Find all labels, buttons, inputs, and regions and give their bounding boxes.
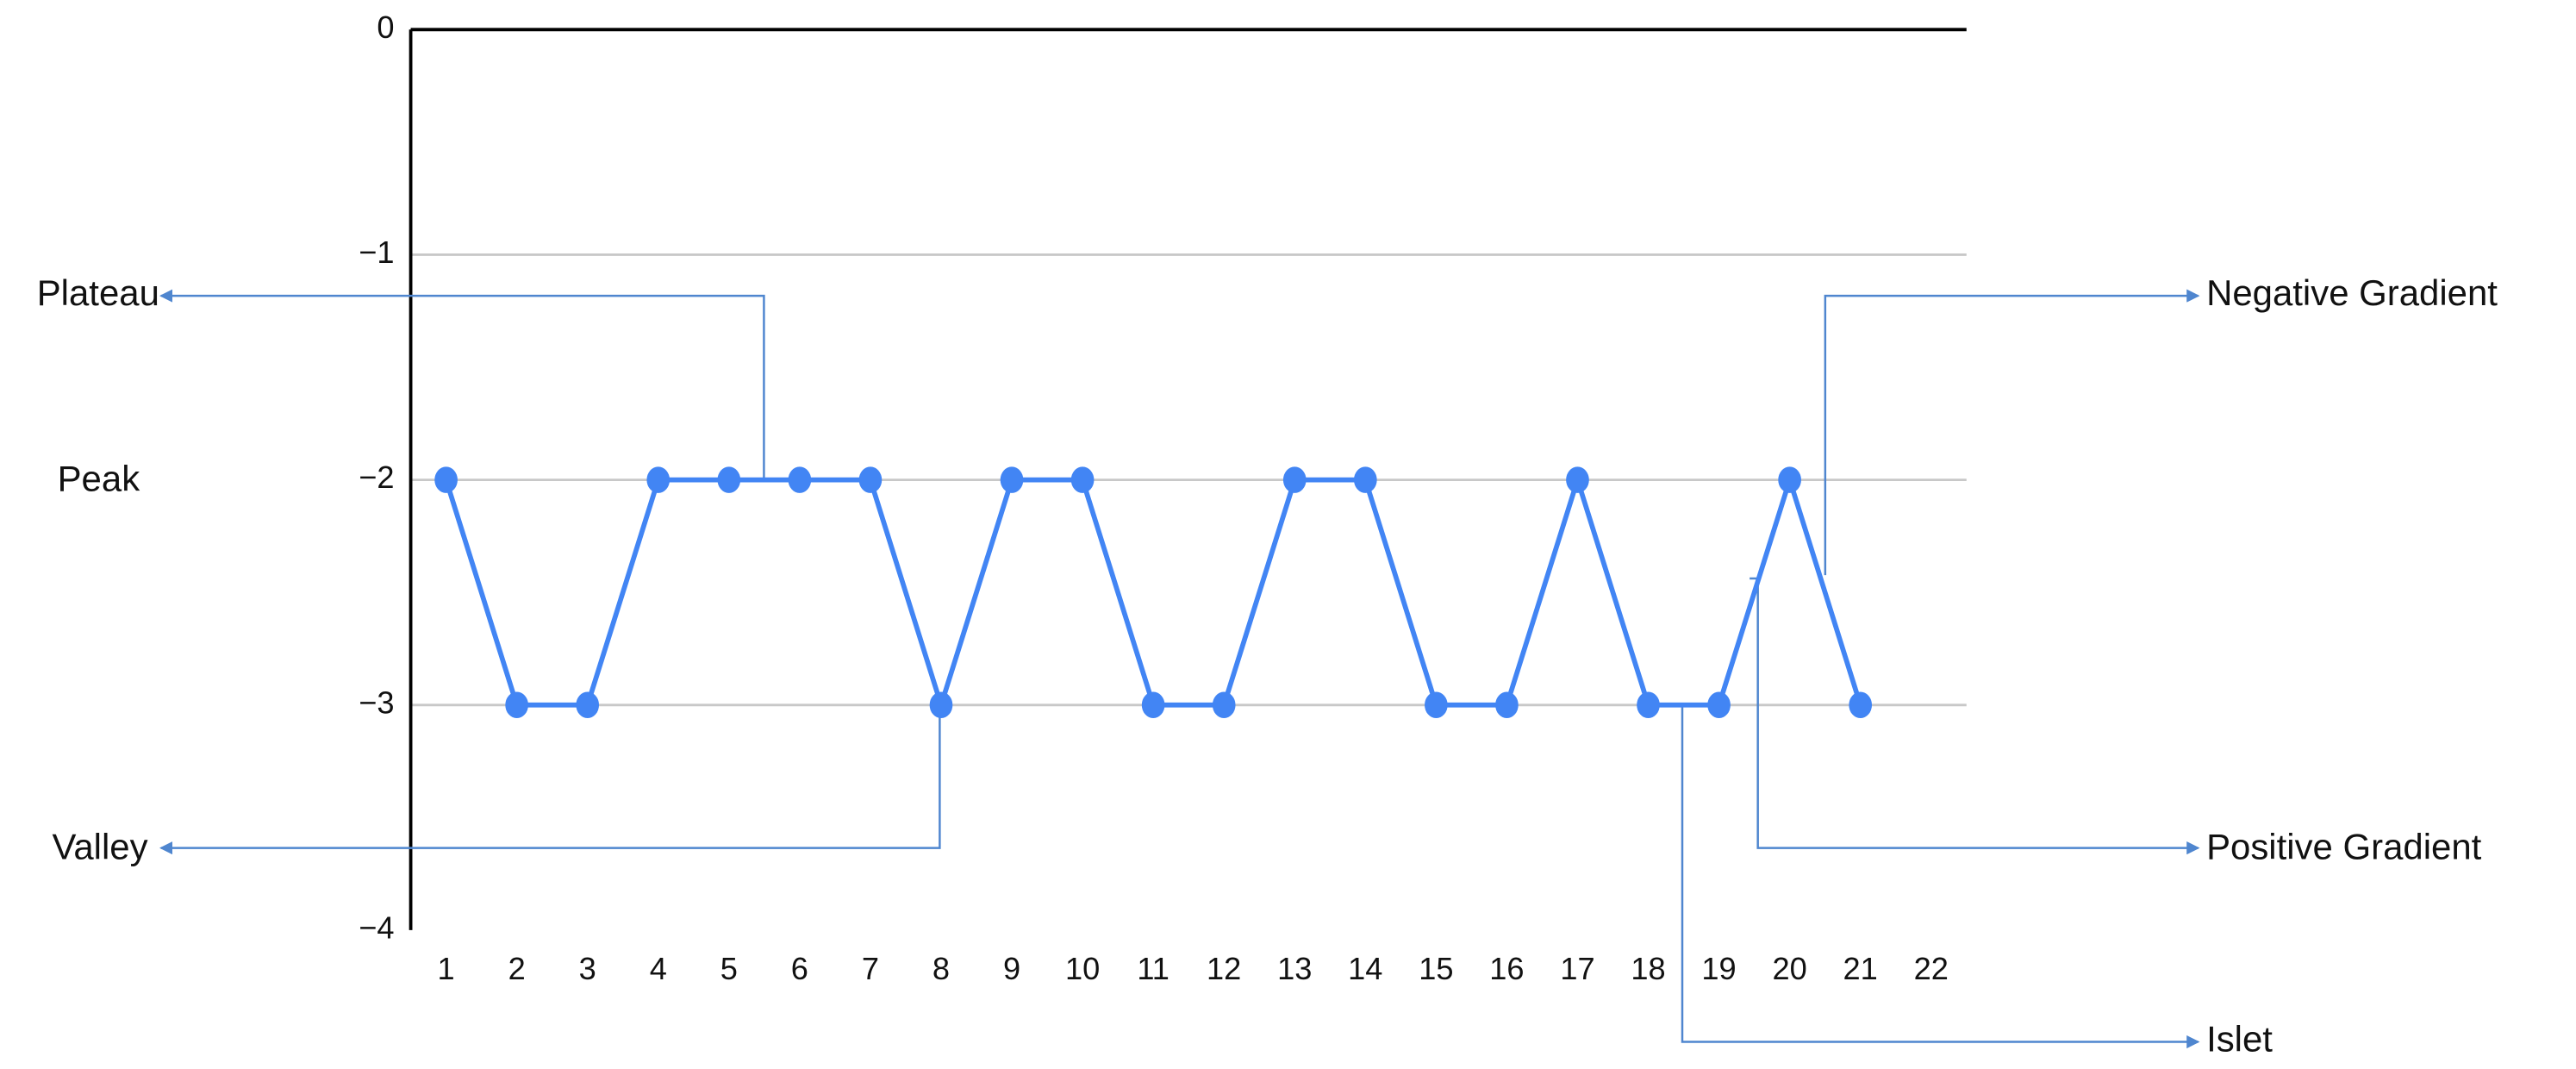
x-tick-label: 12 — [1207, 951, 1241, 986]
data-point — [1070, 466, 1095, 493]
annotation: Positive Gradient — [2206, 827, 2482, 867]
annotation-arrow — [1750, 577, 2200, 855]
series-line — [443, 472, 1863, 714]
x-tick-label: 21 — [1843, 951, 1878, 986]
x-tick-label: 4 — [650, 951, 667, 986]
data-point — [1495, 691, 1519, 719]
x-tick-label: 8 — [932, 951, 950, 986]
x-tick-label: 20 — [1772, 951, 1806, 986]
annotation: Plateau — [37, 272, 159, 313]
annotation: Valley — [53, 827, 148, 867]
x-tick-label: 19 — [1701, 951, 1736, 986]
x-tick-label: 14 — [1348, 951, 1382, 986]
data-point — [646, 466, 671, 493]
grid — [409, 28, 1967, 930]
y-tick-label: −2 — [359, 459, 394, 495]
data-point — [576, 691, 600, 719]
y-tick-label: −1 — [359, 234, 394, 270]
x-tick-label: 7 — [862, 951, 879, 986]
data-point — [929, 691, 953, 719]
data-point — [1212, 691, 1236, 719]
x-tick-label: 13 — [1277, 951, 1312, 986]
data-point — [434, 466, 458, 493]
data-point — [1849, 691, 1873, 719]
data-point — [1637, 691, 1660, 719]
x-tick-label: 10 — [1065, 951, 1100, 986]
data-point — [1566, 466, 1589, 493]
y-tick-label: −4 — [359, 910, 394, 945]
x-tick-label: 22 — [1914, 951, 1949, 986]
data-point — [717, 466, 741, 493]
data-point — [1353, 466, 1377, 493]
annotation: Peak — [58, 459, 141, 499]
data-point — [505, 691, 529, 719]
annotation: Islet — [2206, 1019, 2273, 1060]
x-tick-label: 11 — [1137, 951, 1169, 986]
x-tick-label: 17 — [1560, 951, 1594, 986]
x-tick-label: 9 — [1003, 951, 1020, 986]
x-tick-label: 1 — [438, 951, 455, 986]
x-tick-label: 2 — [508, 951, 526, 986]
x-tick-label: 3 — [579, 951, 596, 986]
data-point — [858, 466, 883, 493]
data-point — [1707, 691, 1731, 719]
x-tick-label: 15 — [1419, 951, 1453, 986]
data-point — [1141, 691, 1165, 719]
data-point — [1282, 466, 1307, 493]
annotation: Negative Gradient — [2206, 272, 2498, 313]
x-tick-label: 5 — [720, 951, 738, 986]
annotation-arrow — [1824, 289, 2200, 576]
annotation-arrow — [159, 704, 941, 855]
annotation-arrow — [1681, 704, 2200, 1049]
y-tick-label: −3 — [359, 685, 394, 720]
data-point — [1425, 691, 1448, 719]
data-point — [788, 466, 812, 493]
x-tick-label: 6 — [791, 951, 808, 986]
data-point — [1778, 466, 1801, 493]
y-tick-label: 0 — [377, 9, 394, 45]
x-tick-label: 16 — [1489, 951, 1524, 986]
x-tick-label: 18 — [1631, 951, 1665, 986]
annotation-arrow — [159, 289, 765, 480]
data-point — [1000, 466, 1024, 493]
